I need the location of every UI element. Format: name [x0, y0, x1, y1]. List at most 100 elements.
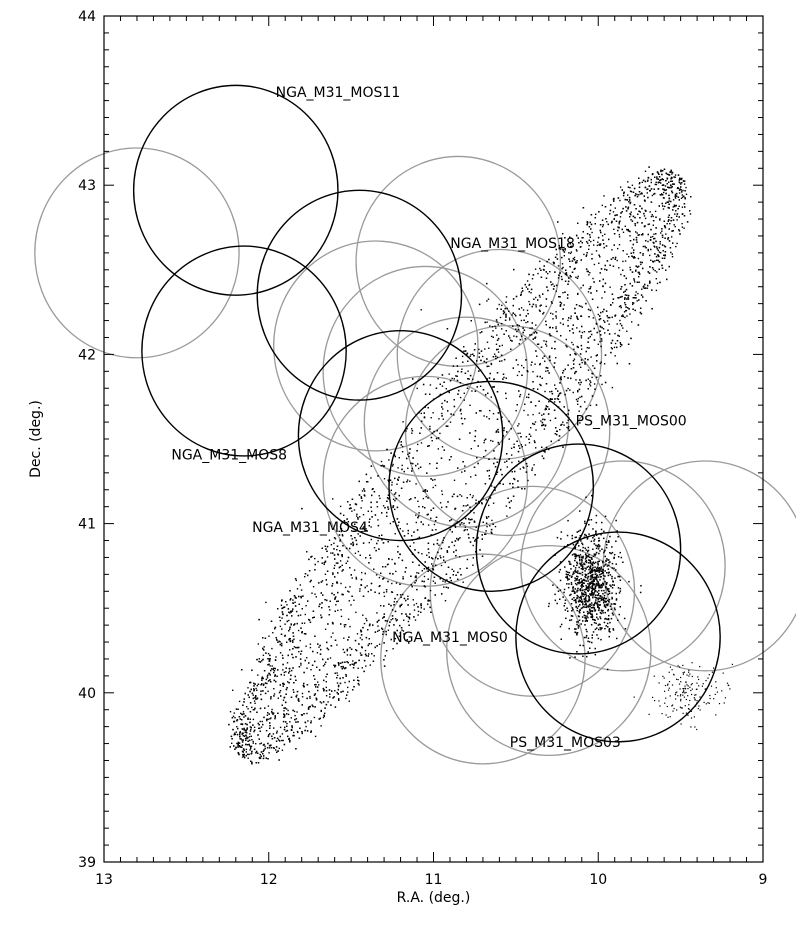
data-point [237, 708, 239, 710]
data-point [246, 737, 248, 740]
data-point [352, 541, 354, 544]
data-point [573, 348, 575, 350]
data-point [343, 624, 346, 626]
data-point [292, 689, 294, 691]
data-point [491, 532, 493, 534]
data-point [647, 240, 649, 243]
data-point [244, 723, 247, 725]
data-point [445, 425, 448, 427]
data-point [337, 554, 340, 556]
data-point [264, 707, 266, 709]
data-point [526, 309, 529, 312]
data-point [290, 598, 292, 600]
data-point [598, 211, 600, 213]
data-point [335, 604, 337, 606]
data-point [407, 598, 409, 600]
data-point [282, 739, 284, 742]
data-point [333, 548, 335, 550]
data-point [241, 746, 243, 748]
data-point [594, 388, 596, 390]
data-point [643, 199, 646, 201]
data-point [253, 689, 255, 691]
data-point [678, 229, 680, 231]
data-point [680, 197, 683, 199]
data-point [294, 714, 296, 717]
data-point [587, 388, 589, 390]
data-point [232, 728, 234, 731]
data-point [545, 446, 548, 449]
data-point [666, 183, 668, 185]
data-point [304, 613, 306, 616]
data-point [336, 545, 339, 547]
data-point [531, 322, 533, 324]
data-point [334, 639, 337, 641]
data-point [534, 421, 537, 423]
data-point [536, 343, 539, 345]
data-point [342, 569, 344, 571]
data-point [421, 553, 423, 555]
data-point [526, 280, 529, 282]
data-point [461, 423, 464, 425]
data-point [648, 272, 651, 274]
data-point [488, 418, 490, 420]
data-point [473, 466, 476, 468]
data-point [290, 717, 292, 719]
data-point [525, 471, 528, 473]
data-point [346, 694, 348, 696]
data-point [313, 694, 316, 696]
data-point [285, 667, 287, 669]
data-point [570, 315, 572, 317]
data-point [335, 562, 338, 564]
data-point [297, 698, 300, 700]
data-point [611, 249, 613, 251]
data-point [264, 745, 266, 747]
data-point [540, 346, 543, 348]
data-point [346, 649, 348, 652]
data-point [366, 585, 368, 587]
data-point [489, 372, 491, 375]
data-point [499, 360, 501, 362]
data-point [406, 457, 408, 460]
data-point [334, 665, 337, 667]
data-point [481, 555, 484, 557]
data-point [633, 187, 636, 190]
data-point [417, 467, 420, 470]
data-point [427, 566, 430, 569]
data-point [300, 653, 302, 655]
data-point [239, 731, 241, 733]
data-point [585, 379, 587, 382]
data-point [563, 406, 565, 408]
data-point [279, 740, 281, 742]
data-point [444, 561, 446, 564]
data-point [399, 605, 401, 608]
data-point [253, 682, 255, 685]
data-point [509, 319, 511, 321]
data-point [266, 677, 269, 679]
data-point [360, 497, 363, 499]
data-point [386, 620, 388, 622]
data-point [544, 390, 546, 393]
data-point [652, 235, 654, 238]
data-point [559, 296, 561, 298]
data-point [334, 690, 336, 692]
data-point [477, 536, 479, 539]
data-point [427, 570, 429, 572]
data-point [329, 657, 332, 659]
data-point [588, 331, 590, 333]
data-point [619, 323, 622, 325]
data-point [490, 531, 492, 533]
data-point [678, 178, 681, 180]
data-point [379, 585, 381, 587]
data-point [345, 547, 348, 550]
data-point [663, 197, 665, 199]
data-point [337, 591, 339, 594]
data-point [569, 243, 571, 245]
data-point [563, 424, 565, 426]
data-point [417, 610, 420, 613]
data-point [601, 235, 604, 237]
data-point [361, 667, 363, 669]
data-point [664, 205, 666, 208]
data-point [489, 497, 492, 499]
data-point [354, 523, 356, 525]
data-point [656, 259, 658, 261]
